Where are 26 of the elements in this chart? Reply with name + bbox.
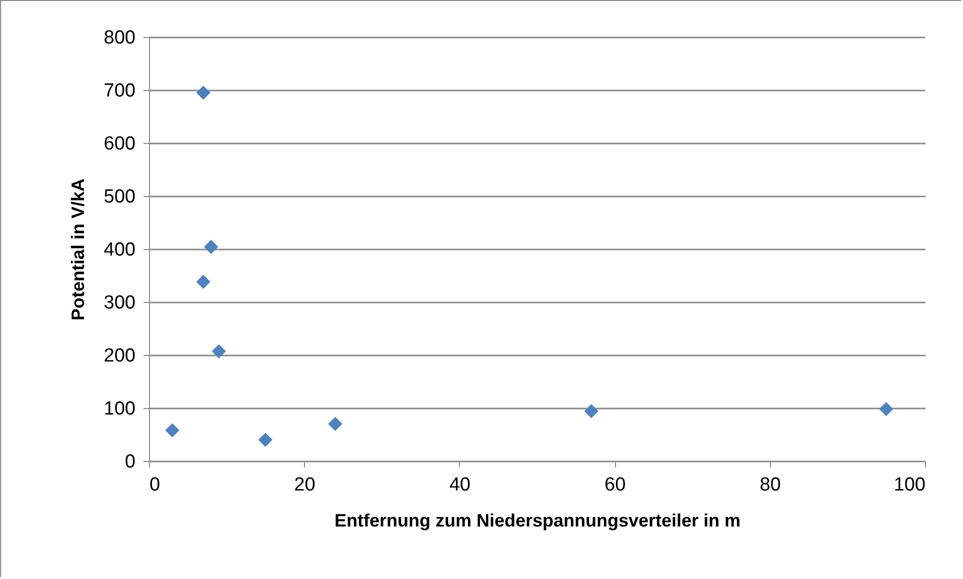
x-tick-label: 80: [760, 474, 781, 496]
x-tick-label: 0: [150, 474, 160, 496]
point: [196, 86, 210, 100]
point: [584, 404, 598, 418]
x-tick-label: 40: [449, 474, 470, 496]
x-axis-title: Entfernung zum Niederspannungsverteiler in m: [334, 510, 741, 530]
y-tick-label: 700: [104, 80, 136, 102]
y-tick-label: 300: [104, 292, 136, 314]
y-axis-title: Potential in V/kA: [68, 178, 88, 321]
point: [879, 402, 894, 416]
point: [196, 274, 210, 289]
x-tick-label: 100: [894, 474, 926, 496]
y-tick-label: 0: [124, 452, 136, 472]
y-tick-label: 600: [104, 134, 136, 154]
point: [204, 240, 218, 254]
point: [165, 423, 180, 438]
y-tick-label: 200: [104, 346, 136, 366]
y-tick-label: 100: [104, 398, 136, 420]
y-tick-label: 800: [104, 28, 136, 48]
point: [328, 416, 342, 431]
x-tick-label: 20: [294, 474, 316, 496]
point: [258, 432, 272, 447]
y-tick-label: 400: [104, 240, 136, 260]
point: [212, 344, 226, 358]
y-tick-label: 500: [104, 186, 136, 208]
x-tick-label: 60: [604, 474, 626, 496]
